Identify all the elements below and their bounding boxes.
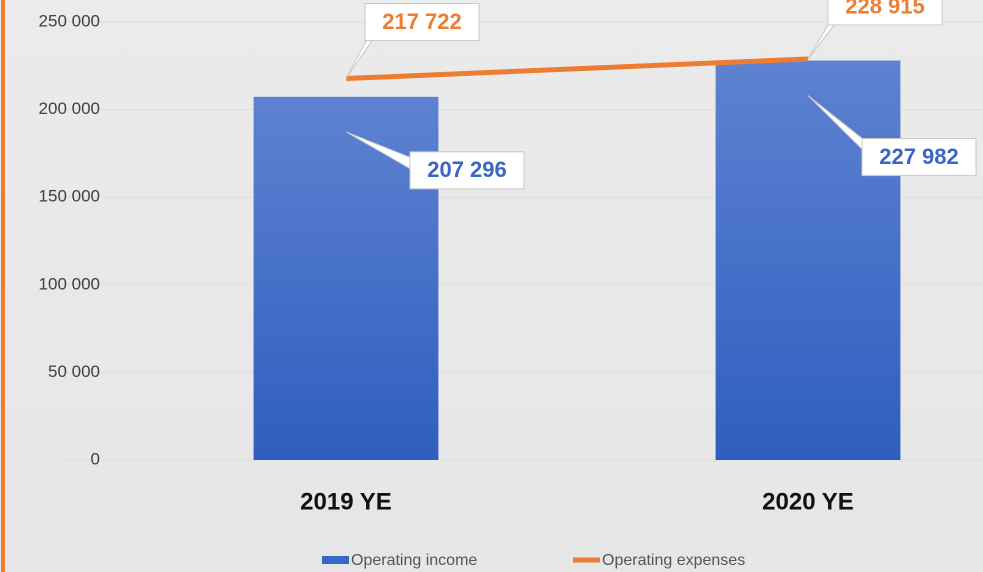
x-tick-label: 2019 YE — [300, 488, 392, 515]
bar — [253, 96, 439, 460]
y-tick-label: 100 000 — [39, 274, 100, 293]
data-label: 227 982 — [879, 144, 959, 169]
x-tick-label: 2020 YE — [762, 488, 854, 515]
y-tick-label: 50 000 — [48, 362, 100, 381]
callout-cover — [411, 152, 523, 188]
data-label: 228 915 — [845, 0, 925, 18]
data-label: 217 722 — [382, 9, 462, 34]
y-tick-label: 250 000 — [39, 11, 100, 30]
data-label: 207 296 — [427, 157, 507, 182]
callout-cover — [829, 0, 941, 24]
y-tick-label: 150 000 — [39, 187, 100, 206]
y-tick-label: 0 — [91, 449, 100, 468]
bar — [715, 60, 901, 461]
legend-label: Operating income — [351, 552, 477, 569]
line — [345, 56, 809, 82]
legend-label: Operating expenses — [602, 552, 745, 569]
callout-cover — [366, 4, 478, 40]
y-tick-label: 200 000 — [39, 99, 100, 118]
callout-cover — [863, 139, 975, 175]
legend-swatch — [322, 556, 349, 564]
